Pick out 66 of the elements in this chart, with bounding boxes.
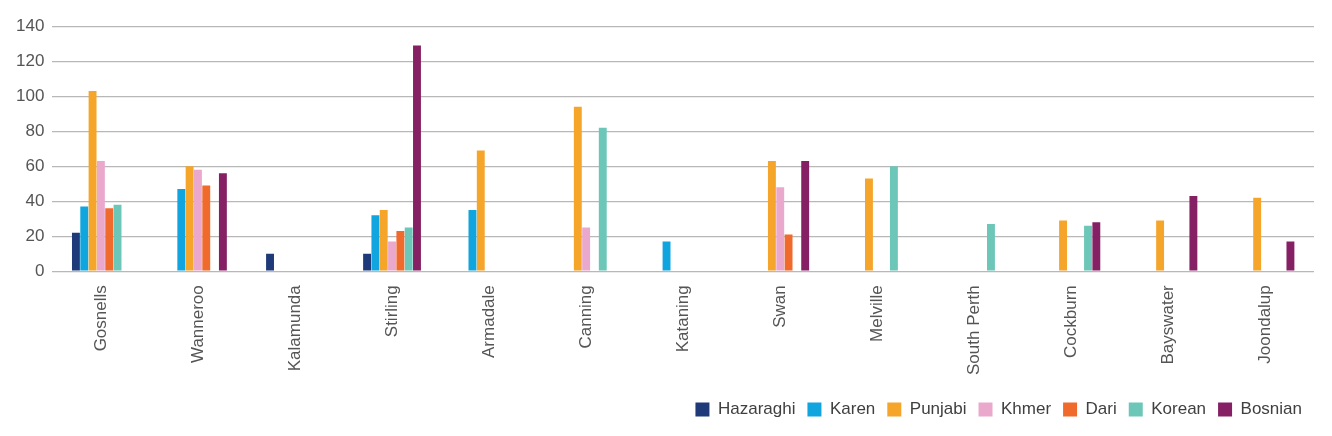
- x-tick-label: Cockburn: [1061, 285, 1081, 358]
- legend-label: Dari: [1085, 399, 1117, 419]
- bar: [193, 169, 202, 271]
- bar: [96, 160, 105, 271]
- bar: [404, 227, 413, 271]
- legend-label: Hazaraghi: [717, 399, 796, 419]
- bar: [476, 150, 485, 271]
- bar: [202, 185, 211, 271]
- bar: [865, 178, 873, 271]
- x-tick-label: Joondalup: [1255, 285, 1275, 364]
- x-tick-label: Swan: [769, 285, 789, 328]
- bar: [413, 45, 421, 271]
- x-tick-label: Armadale: [478, 285, 498, 358]
- bar: [1084, 225, 1092, 271]
- y-tick-label: 20: [25, 225, 45, 245]
- y-tick-label: 40: [25, 190, 45, 210]
- x-tick-label: Gosnells: [90, 285, 110, 352]
- bar: [379, 209, 388, 271]
- y-tick-label: 140: [15, 15, 45, 35]
- bar: [582, 227, 591, 271]
- bar: [784, 234, 793, 271]
- bar: [573, 106, 582, 271]
- bar: [767, 160, 776, 271]
- bar: [1189, 195, 1198, 271]
- x-tick-label: Kalamunda: [284, 284, 304, 372]
- bar: [889, 166, 898, 271]
- bar: [371, 215, 380, 271]
- bar: [1286, 241, 1295, 271]
- bar: [105, 208, 114, 271]
- bar: [71, 232, 80, 271]
- bar: [662, 241, 671, 271]
- legend-label: Karen: [829, 399, 876, 419]
- bar: [776, 187, 785, 271]
- bar: [987, 223, 995, 271]
- bar: [177, 188, 186, 271]
- x-tick-label: South Perth: [964, 285, 984, 375]
- bar: [363, 253, 372, 271]
- legend-label: Korean: [1151, 399, 1207, 419]
- bar: [1156, 220, 1165, 271]
- y-tick-label: 100: [15, 85, 45, 105]
- bar: [266, 253, 274, 271]
- bar: [468, 209, 477, 271]
- y-tick-label: 80: [25, 120, 45, 140]
- bar: [1059, 220, 1068, 271]
- x-tick-label: Bayswater: [1158, 284, 1178, 365]
- x-tick-label: Wanneroo: [187, 285, 207, 364]
- x-tick-label: Canning: [575, 285, 595, 349]
- bar: [598, 127, 607, 271]
- bar: [88, 90, 97, 271]
- bar: [1253, 197, 1262, 271]
- y-tick-label: 60: [25, 155, 45, 175]
- bar: [801, 160, 810, 271]
- legend-label: Khmer: [1001, 399, 1052, 419]
- bar: [80, 206, 89, 271]
- x-tick-label: Kataning: [672, 285, 692, 353]
- bar: [388, 241, 396, 271]
- x-tick-label: Stirling: [381, 285, 401, 338]
- bar: [396, 230, 405, 271]
- legend-label: Punjabi: [909, 399, 967, 419]
- x-tick-label: Melville: [866, 285, 886, 342]
- bar: [185, 166, 194, 271]
- legend-label: Bosnian: [1240, 399, 1302, 419]
- bar: [1092, 222, 1101, 271]
- bar: [218, 173, 227, 271]
- y-tick-label: 120: [15, 50, 45, 70]
- y-tick-label: 0: [34, 260, 45, 280]
